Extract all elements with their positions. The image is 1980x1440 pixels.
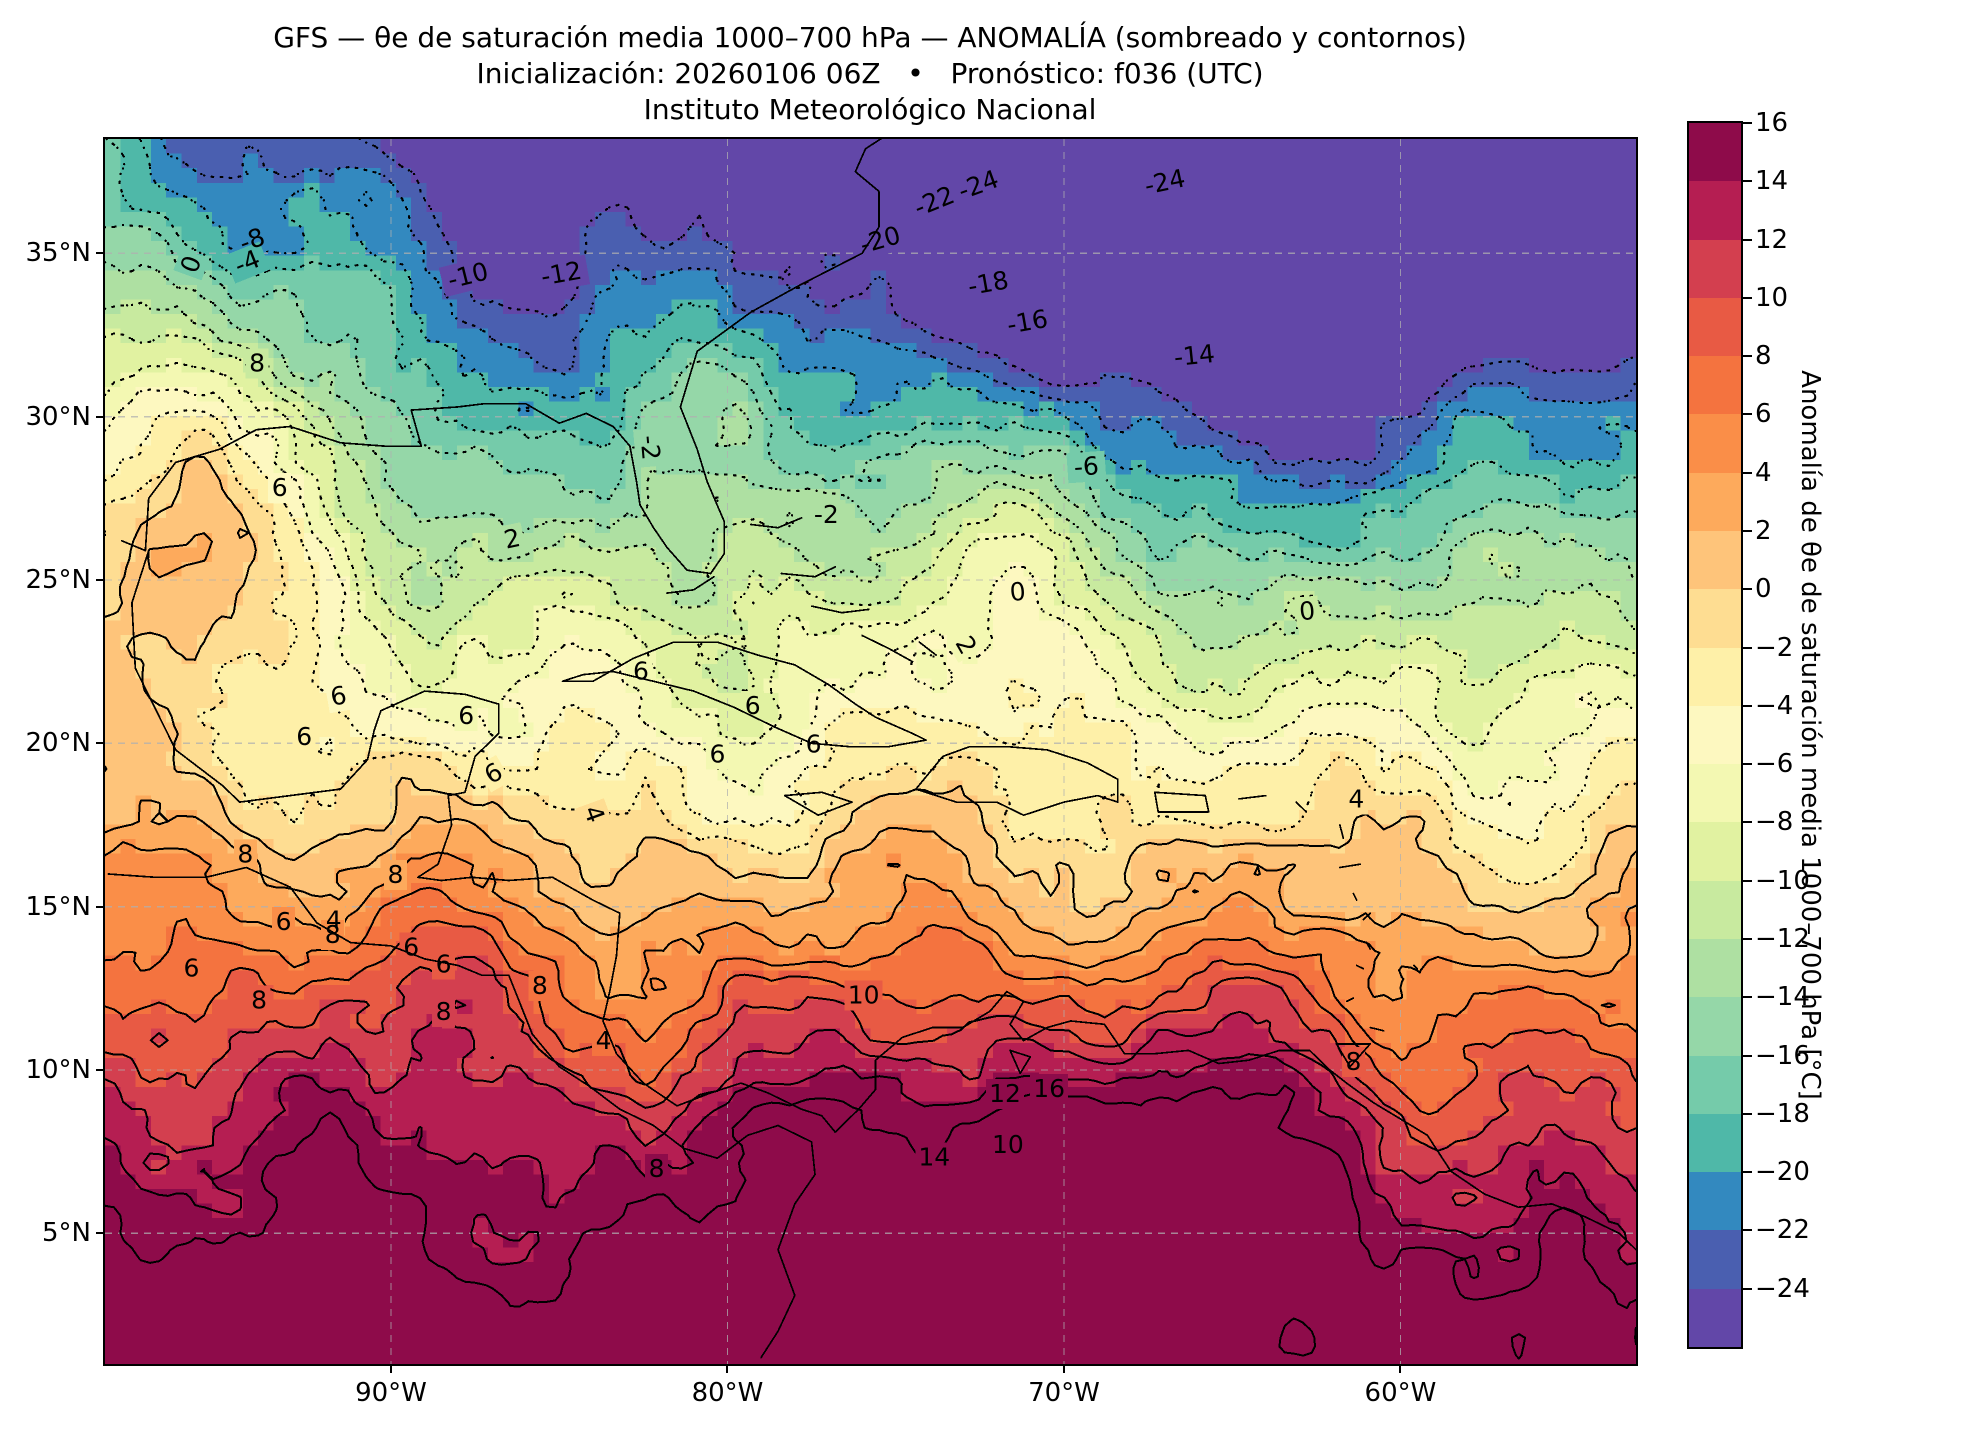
colorbar-tick-label: −20	[1755, 1157, 1810, 1188]
colorbar-tick-mark	[1743, 296, 1752, 299]
colorbar-band	[1689, 880, 1741, 939]
colorbar[interactable]	[1687, 121, 1743, 1349]
colorbar-tick-label: 16	[1755, 108, 1789, 138]
latitude-tick-mark	[96, 252, 103, 255]
colorbar-tick-mark	[1743, 413, 1752, 416]
coastlines	[107, 139, 1636, 1359]
colorbar-band	[1689, 123, 1741, 182]
colorbar-tick-label: −22	[1755, 1215, 1810, 1246]
colorbar-band	[1689, 997, 1741, 1056]
colorbar-band	[1689, 181, 1741, 240]
colorbar-tick-mark	[1743, 646, 1752, 649]
colorbar-tick-label: 10	[1755, 282, 1789, 313]
colorbar-band	[1689, 530, 1741, 590]
colorbar-tick-label: 0	[1755, 574, 1772, 605]
colorbar-band	[1689, 589, 1741, 648]
colorbar-band	[1689, 705, 1741, 765]
longitude-tick-label: 80°W	[691, 1378, 764, 1408]
colorbar-tick-mark	[1743, 122, 1752, 124]
colorbar-tick-mark	[1743, 471, 1752, 474]
colorbar-tick-label: 12	[1755, 224, 1789, 255]
shaded-anomaly-field	[105, 139, 1636, 1364]
colorbar-tick-label: 14	[1755, 166, 1789, 197]
colorbar-tick-mark	[1743, 1054, 1752, 1057]
chart-source: Instituto Meteorológico Nacional	[643, 93, 1097, 126]
longitude-tick-mark	[1062, 1366, 1065, 1373]
colorbar-tick-mark	[1743, 530, 1752, 532]
colorbar-band	[1689, 1055, 1741, 1114]
colorbar-band	[1689, 1230, 1741, 1289]
longitude-tick-label: 70°W	[1028, 1378, 1100, 1408]
colorbar-tick-mark	[1743, 938, 1752, 940]
colorbar-tick-mark	[1743, 704, 1752, 707]
colorbar-tick-label: −14	[1755, 982, 1810, 1013]
colorbar-tick-mark	[1743, 1112, 1752, 1115]
colorbar-tick-label: −4	[1755, 690, 1794, 721]
chart-subtitle: Inicialización: 20260106 06Z • Pronóstic…	[476, 57, 1264, 90]
colorbar-tick-mark	[1743, 180, 1752, 183]
contour-label-masks	[173, 162, 1368, 1185]
colorbar-band	[1689, 414, 1741, 473]
latitude-tick-mark	[96, 1069, 103, 1071]
colorbar-tick-label: −8	[1755, 807, 1794, 838]
colorbar-band	[1689, 764, 1741, 823]
colorbar-band	[1689, 1172, 1741, 1231]
colorbar-band	[1689, 1288, 1741, 1347]
colorbar-tick-mark	[1743, 588, 1752, 591]
latitude-tick-label: 30°N	[25, 401, 91, 432]
colorbar-band	[1689, 472, 1741, 531]
latitude-tick-label: 25°N	[25, 565, 91, 595]
map-canvas: -24 -24-22-20-18-16-14-12-10-8-6-4-2-2000…	[105, 139, 1636, 1364]
colorbar-tick-mark	[1743, 1287, 1752, 1290]
latitude-tick-mark	[96, 1232, 103, 1235]
colorbar-tick-mark	[1743, 355, 1752, 358]
longitude-tick-mark	[390, 1366, 392, 1373]
colorbar-tick-mark	[1743, 879, 1752, 882]
colorbar-tick-label: −18	[1755, 1098, 1810, 1129]
colorbar-tick-label: 4	[1755, 457, 1772, 488]
colorbar-tick-label: −16	[1755, 1040, 1810, 1071]
colorbar-tick-label: −6	[1755, 749, 1794, 780]
colorbar-tick-mark	[1743, 238, 1752, 241]
longitude-tick-mark	[1399, 1366, 1402, 1373]
latitude-tick-label: 35°N	[25, 238, 91, 269]
longitude-tick-label: 60°W	[1364, 1378, 1437, 1408]
colorbar-tick-label: 8	[1755, 341, 1772, 372]
longitude-tick-label: 90°W	[355, 1378, 427, 1408]
colorbar-tick-mark	[1743, 821, 1752, 824]
colorbar-tick-mark	[1743, 763, 1752, 766]
latitude-tick-label: 10°N	[25, 1055, 91, 1085]
colorbar-band	[1689, 239, 1741, 298]
latitude-tick-label: 20°N	[25, 728, 91, 759]
latitude-tick-mark	[96, 742, 103, 745]
colorbar-band	[1689, 297, 1741, 357]
colorbar-tick-label: −24	[1755, 1273, 1810, 1304]
latitude-tick-label: 5°N	[42, 1218, 91, 1249]
colorbar-tick-label: −10	[1755, 865, 1810, 896]
title-block: GFS — θe de saturación media 1000–700 hP…	[0, 20, 1740, 128]
latitude-tick-mark	[96, 905, 103, 908]
graticule	[105, 139, 1636, 1364]
colorbar-tick-label: −2	[1755, 632, 1794, 663]
colorbar-tick-mark	[1743, 1229, 1752, 1232]
colorbar-tick-mark	[1743, 996, 1752, 999]
latitude-tick-mark	[96, 415, 103, 418]
colorbar-tick-mark	[1743, 1171, 1752, 1174]
colorbar-band	[1689, 822, 1741, 881]
colorbar-tick-label: 6	[1755, 399, 1772, 430]
colorbar-band	[1689, 938, 1741, 998]
longitude-tick-mark	[726, 1366, 729, 1373]
colorbar-band	[1689, 647, 1741, 706]
colorbar-tick-label: 2	[1755, 516, 1772, 546]
latitude-tick-mark	[96, 579, 103, 581]
latitude-tick-label: 15°N	[25, 891, 91, 922]
map-plot-area[interactable]: -24 -24 -22 -20 -18 -16 -14 -12 -10 -8 -6 -4 -2 -2 0 0 0…	[103, 137, 1638, 1366]
chart-title: GFS — θe de saturación media 1000–700 hP…	[273, 21, 1467, 54]
colorbar-tick-label: −12	[1755, 924, 1810, 954]
colorbar-band	[1689, 1113, 1741, 1173]
colorbar-band	[1689, 356, 1741, 415]
